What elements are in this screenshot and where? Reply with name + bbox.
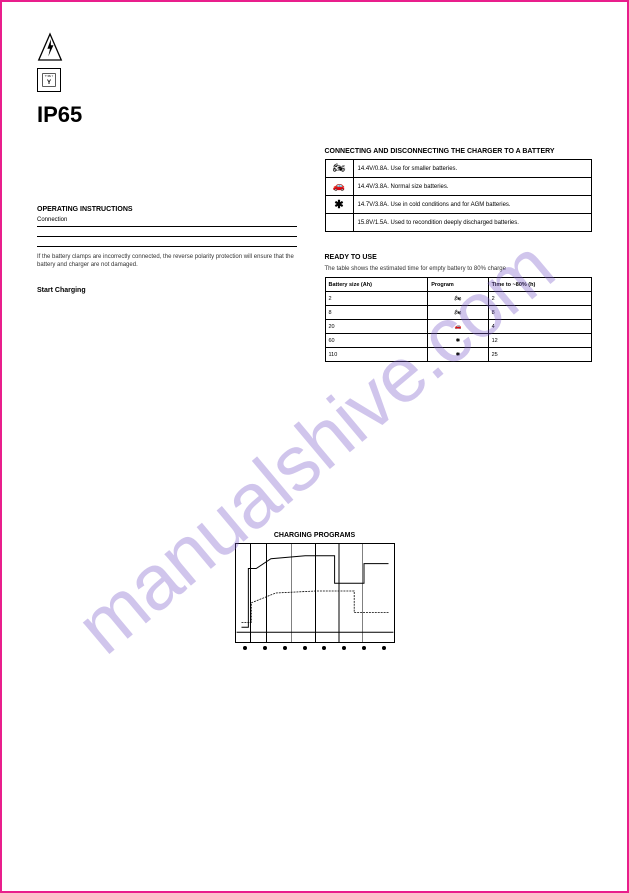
- left-column-upper: OPERATING INSTRUCTIONS Connection If the…: [37, 138, 305, 362]
- header-program: Program: [428, 278, 488, 292]
- table-row: 🚗 14.4V/3.8A. Normal size batteries.: [325, 178, 592, 196]
- table-row: 20 🚗 4: [325, 320, 592, 334]
- underline-1: Connection: [37, 217, 297, 227]
- program-cell: 14.4V/0.8A. Use for smaller batteries.: [353, 160, 592, 178]
- cell-ah: 20: [325, 320, 428, 334]
- charge-curve-section: CHARGING PROGRAMS: [37, 522, 592, 643]
- snowflake-icon: ✱: [325, 196, 353, 214]
- table-row: 15.8V/1.5A. Used to recondition deeply d…: [325, 214, 592, 232]
- motorcycle-icon: 🏍: [428, 306, 488, 320]
- svg-text:TYPE Y: TYPE Y: [45, 75, 54, 78]
- upper-columns: OPERATING INSTRUCTIONS Connection If the…: [37, 138, 592, 362]
- motorcycle-icon: 🏍: [428, 292, 488, 306]
- start-charging-title: Start Charging: [37, 287, 305, 294]
- cell-time: 2: [488, 292, 591, 306]
- table-row: 2 🏍 2: [325, 292, 592, 306]
- table-row: ✱ 14.7V/3.8A. Use in cold conditions and…: [325, 196, 592, 214]
- connecting-title: CONNECTING AND DISCONNECTING THE CHARGER…: [325, 148, 593, 155]
- table-row: 60 ✱ 12: [325, 334, 592, 348]
- page-content: TYPE Y Y IP65 OPERATING INSTRUCTIONS Con…: [2, 2, 627, 891]
- snowflake-icon: ✱: [428, 334, 488, 348]
- cell-ah: 8: [325, 306, 428, 320]
- table-row: 110 ✱ 25: [325, 348, 592, 362]
- polarity-text: If the battery clamps are incorrectly co…: [37, 253, 305, 269]
- curve-step-dots: [236, 646, 394, 650]
- type-y-icon: TYPE Y Y: [37, 68, 61, 92]
- operating-title: OPERATING INSTRUCTIONS: [37, 206, 297, 213]
- car-icon: 🚗: [428, 320, 488, 334]
- snowflake-icon: ✱: [428, 348, 488, 362]
- header-time: Time to ~80% (h): [488, 278, 591, 292]
- underline-2: [37, 227, 297, 237]
- programs-table: 🏍 14.4V/0.8A. Use for smaller batteries.…: [325, 159, 593, 232]
- cell-time: 8: [488, 306, 591, 320]
- curve-svg: [236, 544, 394, 642]
- svg-text:Y: Y: [47, 79, 52, 86]
- car-icon: 🚗: [325, 178, 353, 196]
- high-voltage-warning-icon: [37, 32, 63, 62]
- cell-ah: 60: [325, 334, 428, 348]
- underline-3: [37, 237, 297, 247]
- ready-text: The table shows the estimated time for e…: [325, 265, 593, 273]
- cell-time: 25: [488, 348, 591, 362]
- program-cell: 15.8V/1.5A. Used to recondition deeply d…: [353, 214, 592, 232]
- time-table: Battery size (Ah) Program Time to ~80% (…: [325, 277, 593, 362]
- header-ah: Battery size (Ah): [325, 278, 428, 292]
- program-cell: 14.7V/3.8A. Use in cold conditions and f…: [353, 196, 592, 214]
- charge-curve-title: CHARGING PROGRAMS: [274, 532, 355, 539]
- cell-time: 4: [488, 320, 591, 334]
- motorcycle-icon: 🏍: [325, 160, 353, 178]
- underline-block: OPERATING INSTRUCTIONS Connection: [37, 206, 297, 247]
- table-row: 🏍 14.4V/0.8A. Use for smaller batteries.: [325, 160, 592, 178]
- connecting-note: [37, 138, 305, 146]
- table-header-row: Battery size (Ah) Program Time to ~80% (…: [325, 278, 592, 292]
- ready-title: READY TO USE: [325, 254, 593, 261]
- right-column-upper: CONNECTING AND DISCONNECTING THE CHARGER…: [325, 138, 593, 362]
- recond-icon: [325, 214, 353, 232]
- top-icon-stack: TYPE Y Y IP65: [37, 32, 592, 128]
- cell-time: 12: [488, 334, 591, 348]
- program-cell: 14.4V/3.8A. Normal size batteries.: [353, 178, 592, 196]
- cell-ah: 110: [325, 348, 428, 362]
- table-row: 8 🏍 8: [325, 306, 592, 320]
- ip-rating-label: IP65: [37, 102, 592, 128]
- cell-ah: 2: [325, 292, 428, 306]
- charge-curve-diagram: [235, 543, 395, 643]
